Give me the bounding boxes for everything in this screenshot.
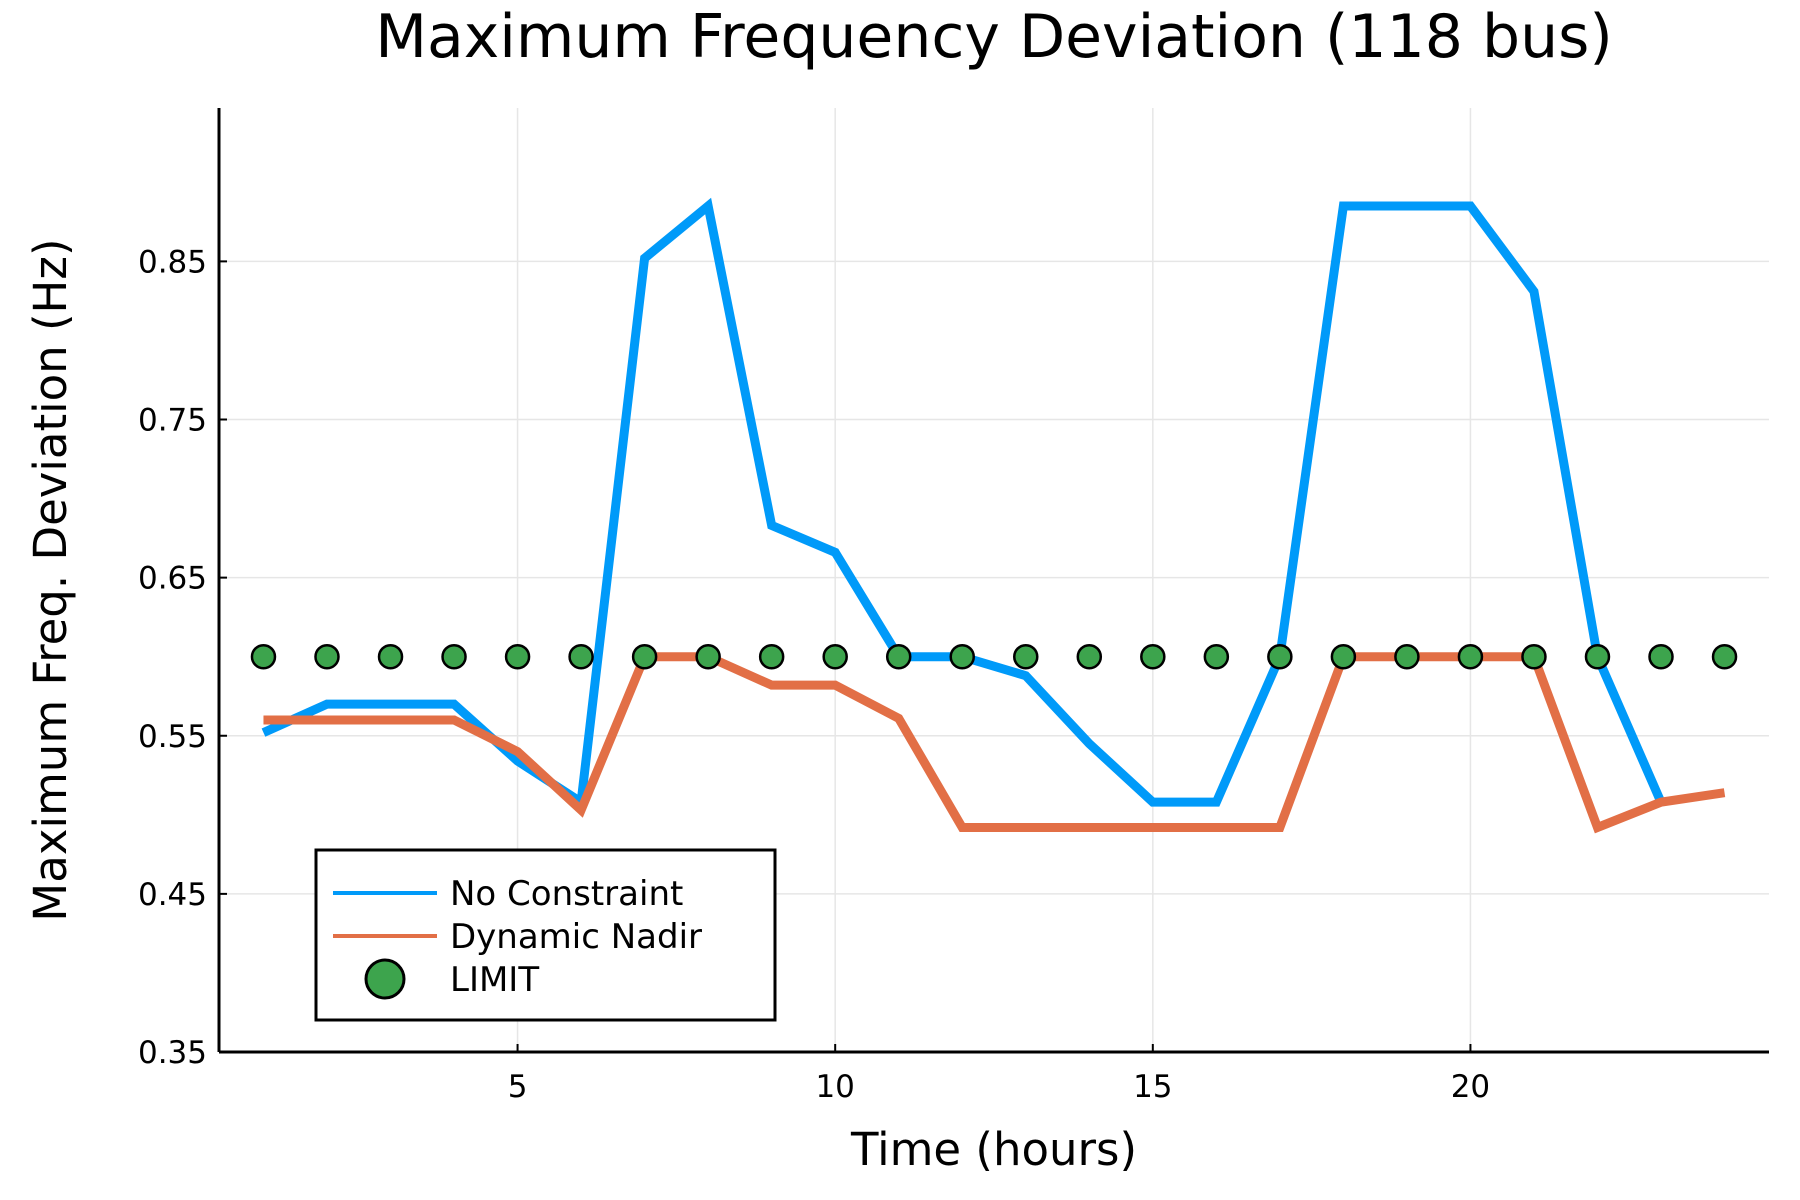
data-point-limit (1648, 643, 1674, 670)
y-axis-title: Maximum Freq. Deviation (Hz) (24, 238, 77, 921)
x-tick-label: 20 (1451, 1069, 1490, 1105)
data-point-limit (1013, 643, 1039, 670)
legend: No Constraint Dynamic Nadir LIMIT (314, 848, 777, 1022)
tick-labels: 5 10 15 20 0.35 0.45 0.55 0.65 0.75 0.85 (138, 244, 1490, 1105)
series-limit (250, 643, 1738, 670)
legend-label-limit: LIMIT (450, 960, 539, 1000)
data-point-limit (949, 643, 975, 670)
data-point-limit (250, 643, 277, 670)
data-point-limit (758, 643, 785, 670)
data-point-limit (885, 643, 912, 670)
y-tick-label: 0.45 (138, 877, 207, 913)
data-point-limit (1267, 643, 1293, 670)
y-tick-label: 0.55 (138, 719, 207, 755)
legend-swatch-limit (364, 958, 406, 1000)
x-tick-label: 15 (1133, 1069, 1172, 1105)
data-point-limit (1394, 643, 1420, 670)
chart-title: Maximum Frequency Deviation (118 bus) (375, 2, 1613, 72)
y-tick-label: 0.85 (138, 244, 207, 280)
data-point-limit (504, 643, 531, 670)
data-point-limit (631, 643, 658, 670)
x-tick-label: 5 (508, 1069, 528, 1105)
plot-area (250, 197, 1738, 834)
x-tick-label: 10 (815, 1069, 854, 1105)
data-point-limit (1330, 643, 1357, 670)
y-tick-label: 0.75 (138, 403, 207, 439)
data-point-limit (314, 643, 340, 670)
y-tick-label: 0.35 (138, 1035, 207, 1071)
legend-label-dynamic-nadir: Dynamic Nadir (450, 917, 702, 957)
legend-label-no-constraint: No Constraint (450, 874, 683, 914)
data-point-limit (1711, 643, 1738, 670)
data-point-limit (1521, 643, 1547, 670)
data-point-limit (695, 643, 721, 670)
x-axis-title: Time (hours) (850, 1123, 1137, 1176)
data-point-limit (377, 643, 404, 670)
data-point-limit (1457, 643, 1484, 670)
data-point-limit (568, 643, 594, 670)
data-point-limit (1203, 643, 1230, 670)
data-point-limit (822, 643, 848, 670)
data-point-limit (1140, 643, 1166, 670)
data-point-limit (1584, 643, 1611, 670)
y-tick-label: 0.65 (138, 561, 207, 597)
data-point-limit (1076, 643, 1103, 670)
data-point-limit (441, 643, 467, 670)
